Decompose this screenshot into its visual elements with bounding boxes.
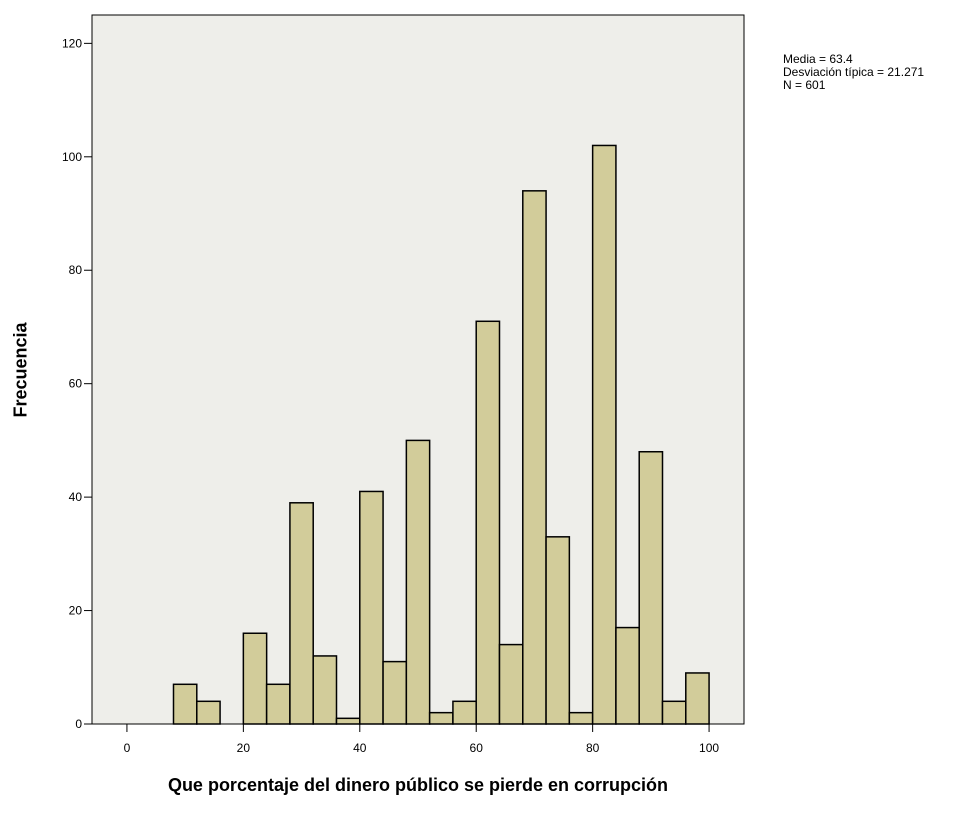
y-tick-label: 80 bbox=[69, 263, 83, 277]
y-tick-label: 20 bbox=[69, 604, 83, 618]
x-tick-label: 100 bbox=[699, 741, 719, 755]
x-tick-label: 60 bbox=[470, 741, 484, 755]
histogram-bar bbox=[359, 490, 384, 725]
stat-mean: Media = 63.4 bbox=[783, 52, 853, 66]
histogram-bar bbox=[289, 502, 314, 725]
x-axis-label: Que porcentaje del dinero público se pie… bbox=[167, 775, 669, 795]
stat-n: N = 601 bbox=[783, 78, 826, 92]
plot-frame bbox=[91, 14, 745, 725]
y-tick-label: 120 bbox=[62, 36, 82, 50]
histogram-bar bbox=[405, 439, 431, 725]
y-tick-label: 60 bbox=[69, 377, 83, 391]
histogram-bar bbox=[382, 660, 408, 725]
y-tick-label: 40 bbox=[69, 490, 83, 504]
x-axis: 0 20 40 60 80 100 bbox=[124, 724, 719, 755]
histogram-bar bbox=[335, 717, 361, 725]
histogram-bar bbox=[685, 672, 710, 725]
y-axis-label: Frecuencia bbox=[10, 322, 31, 418]
histogram-bar bbox=[522, 190, 547, 725]
histogram-bar bbox=[172, 683, 198, 725]
histogram-bar bbox=[196, 700, 221, 725]
y-tick-label: 100 bbox=[62, 150, 82, 164]
histogram-bar bbox=[615, 626, 640, 725]
histogram-bar bbox=[661, 700, 687, 725]
x-tick-label: 20 bbox=[237, 741, 251, 755]
histogram-bar bbox=[452, 700, 477, 725]
histogram-bar bbox=[312, 655, 338, 725]
histogram-bar bbox=[428, 711, 454, 725]
histogram-bar bbox=[638, 450, 664, 725]
histogram-bar bbox=[498, 643, 524, 725]
histogram-bar bbox=[591, 144, 617, 725]
x-tick-label: 80 bbox=[586, 741, 600, 755]
summary-stats: Media = 63.4 Desviación típica = 21.271 … bbox=[783, 53, 924, 92]
histogram-bar bbox=[545, 536, 571, 725]
y-axis: 0 20 40 60 80 100 120 bbox=[62, 36, 92, 731]
x-tick-label: 0 bbox=[124, 741, 131, 755]
histogram-bar bbox=[242, 632, 268, 725]
y-tick-label: 0 bbox=[75, 717, 82, 731]
x-tick-label: 40 bbox=[353, 741, 367, 755]
histogram-bar bbox=[475, 320, 501, 725]
histogram-bar bbox=[265, 683, 291, 725]
stat-std-dev: Desviación típica = 21.271 bbox=[783, 65, 925, 79]
bars-group bbox=[172, 144, 710, 725]
histogram-bar bbox=[568, 711, 594, 725]
